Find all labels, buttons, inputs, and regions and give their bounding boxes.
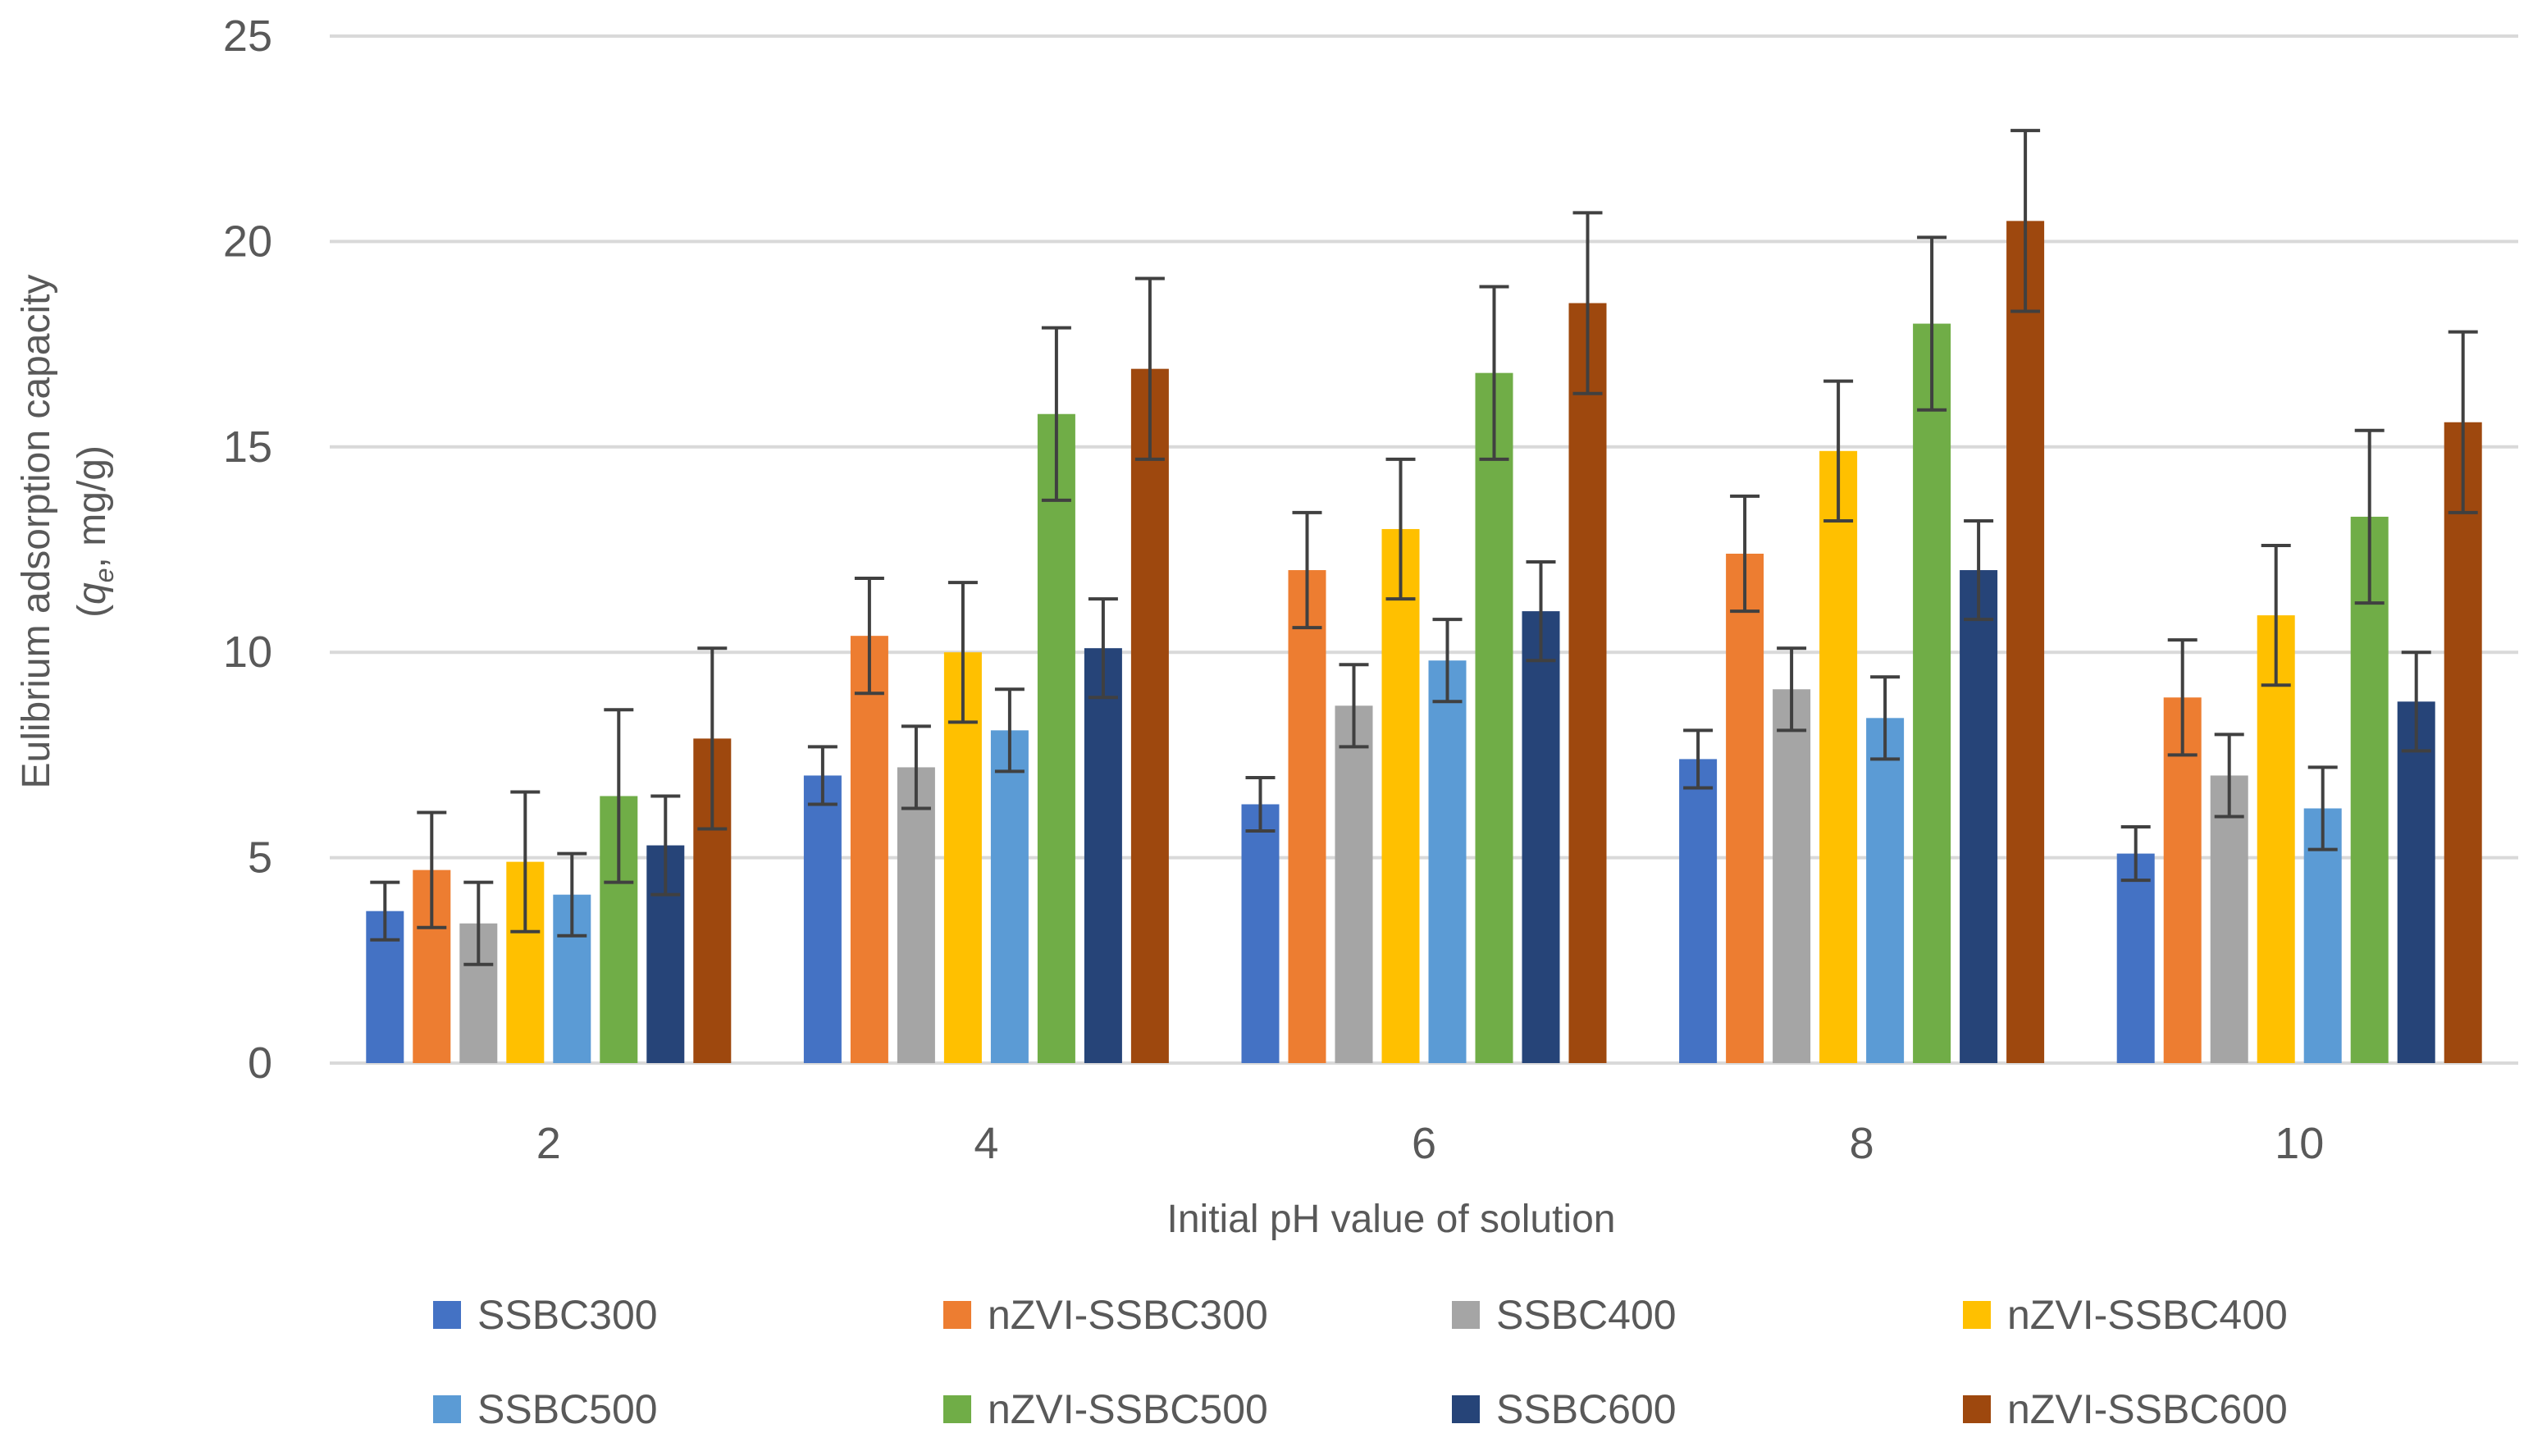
bar bbox=[2257, 615, 2295, 1063]
legend-swatch bbox=[943, 1395, 971, 1423]
bar bbox=[850, 636, 888, 1063]
y-axis-title-line1: Eulibrium adsorption capacity bbox=[15, 275, 58, 789]
y-axis-title: Eulibrium adsorption capacity (qe, mg/g) bbox=[15, 275, 119, 789]
y-tick-label: 25 bbox=[223, 11, 272, 61]
bar bbox=[2444, 422, 2482, 1063]
legend-swatch bbox=[1963, 1395, 1991, 1423]
bar bbox=[1819, 450, 1858, 1063]
bar bbox=[1335, 705, 1373, 1063]
bar bbox=[1288, 570, 1326, 1063]
bar bbox=[897, 767, 935, 1063]
y-tick-label: 10 bbox=[223, 628, 272, 677]
legend-swatch bbox=[1963, 1301, 1991, 1329]
legend-label: nZVI-SSBC400 bbox=[2007, 1292, 2288, 1338]
bar bbox=[1130, 368, 1169, 1063]
legend-label: SSBC400 bbox=[1496, 1292, 1677, 1338]
bar bbox=[1475, 372, 1513, 1063]
legend-label: nZVI-SSBC500 bbox=[988, 1386, 1268, 1432]
bar bbox=[1522, 611, 1560, 1063]
bar bbox=[1960, 570, 1998, 1063]
legend-label: nZVI-SSBC600 bbox=[2007, 1386, 2288, 1432]
legend-swatch bbox=[433, 1395, 461, 1423]
bar bbox=[2350, 516, 2389, 1063]
y-axis-title-q: q bbox=[71, 582, 114, 605]
bar bbox=[1913, 323, 1951, 1063]
bar bbox=[803, 775, 842, 1063]
error-bars bbox=[370, 129, 2478, 966]
legend-swatch bbox=[1452, 1301, 1480, 1329]
bar bbox=[1428, 660, 1467, 1063]
bar bbox=[1241, 804, 1280, 1063]
bar bbox=[1037, 413, 1075, 1064]
y-axis-tick-labels: 0 5 10 15 20 25 bbox=[223, 11, 272, 1088]
bar bbox=[2006, 221, 2045, 1063]
legend-label: SSBC500 bbox=[477, 1386, 658, 1432]
bar bbox=[1568, 303, 1607, 1063]
x-axis-tick-labels: 2 4 6 8 10 bbox=[536, 1119, 2324, 1168]
legend-label: nZVI-SSBC300 bbox=[988, 1292, 1268, 1338]
x-tick-label: 4 bbox=[974, 1119, 998, 1168]
legend-swatch bbox=[943, 1301, 971, 1329]
bar bbox=[1679, 759, 1718, 1063]
y-axis-title-open: ( bbox=[71, 605, 114, 618]
bar bbox=[1773, 689, 1811, 1063]
y-tick-label: 20 bbox=[223, 217, 272, 266]
bar bbox=[1381, 528, 1420, 1063]
bar bbox=[2116, 853, 2155, 1063]
bar bbox=[1866, 718, 1905, 1063]
legend-swatch bbox=[433, 1301, 461, 1329]
y-axis-title-line2: (qe, mg/g) bbox=[71, 445, 119, 618]
legend-label: SSBC300 bbox=[477, 1292, 658, 1338]
bar bbox=[1084, 648, 1122, 1063]
bar bbox=[2163, 697, 2202, 1063]
x-tick-label: 8 bbox=[1850, 1119, 1874, 1168]
x-tick-label: 2 bbox=[536, 1119, 561, 1168]
y-axis-title-sub: e bbox=[89, 568, 119, 582]
bar bbox=[1726, 554, 1764, 1063]
y-tick-label: 15 bbox=[223, 422, 272, 472]
bar bbox=[990, 730, 1029, 1063]
y-tick-label: 0 bbox=[248, 1038, 272, 1088]
legend-swatch bbox=[1452, 1395, 1480, 1423]
x-axis-title: Initial pH value of solution bbox=[1167, 1198, 1616, 1241]
y-axis-title-unit: , mg/g) bbox=[71, 445, 114, 568]
y-tick-label: 5 bbox=[248, 833, 272, 883]
bars bbox=[366, 221, 2482, 1064]
legend: SSBC300 nZVI-SSBC300 SSBC400 nZVI-SSBC400 SS… bbox=[433, 1292, 2288, 1432]
bar bbox=[2397, 701, 2435, 1063]
legend-label: SSBC600 bbox=[1496, 1386, 1677, 1432]
x-tick-label: 10 bbox=[2275, 1119, 2324, 1168]
bar bbox=[2210, 775, 2248, 1063]
x-tick-label: 6 bbox=[1412, 1119, 1436, 1168]
